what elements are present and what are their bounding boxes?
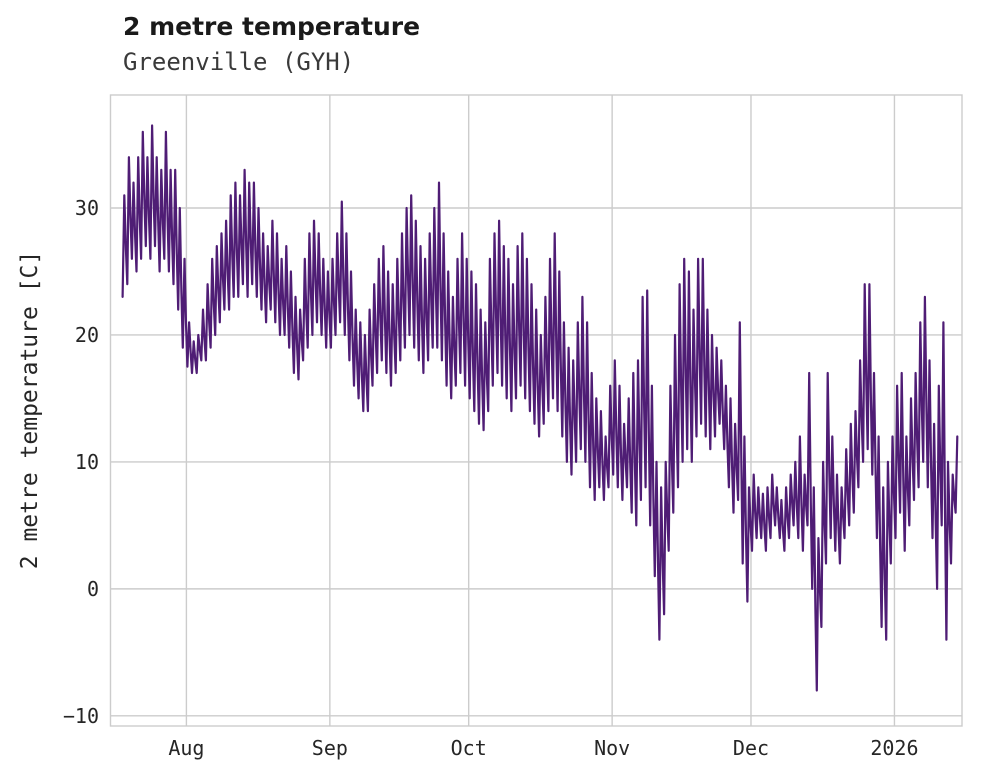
y-tick-label: 20 [75,323,99,347]
plot-border [109,94,963,727]
x-tick-label: 2026 [870,736,918,760]
axis-tick-labels: −10 0 10 20 30 Aug Sep Oct Nov Dec 2026 [63,196,919,760]
temperature-series-path [121,124,959,692]
x-tick-label: Oct [451,736,487,760]
x-tick-label: Sep [312,736,348,760]
temperature-line [121,124,959,692]
chart-title: 2 metre temperature [123,12,421,41]
x-tick-label: Dec [733,736,769,760]
y-tick-label: 30 [75,196,99,220]
x-tick-label: Aug [168,736,204,760]
y-tick-label: −10 [63,704,99,728]
y-tick-label: 0 [87,577,99,601]
x-tick-label: Nov [594,736,630,760]
chart-subtitle: Greenville (GYH) [123,48,355,76]
grid-lines [109,94,963,727]
y-axis-label: 2 metre temperature [C] [17,250,43,570]
y-tick-label: 10 [75,450,99,474]
